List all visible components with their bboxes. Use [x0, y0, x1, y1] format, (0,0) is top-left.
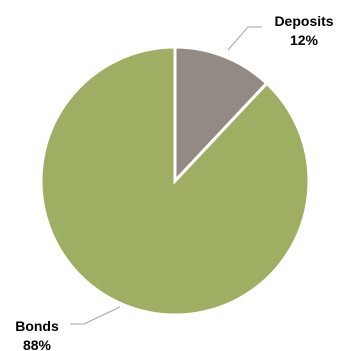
leader-line-bonds — [70, 306, 121, 325]
data-label-value-deposits: 12% — [290, 32, 319, 48]
data-label-value-bonds: 88% — [23, 337, 52, 351]
pie-slice-bonds — [39, 45, 311, 317]
data-label-name-deposits: Deposits — [274, 13, 333, 29]
pie-slices — [39, 45, 311, 317]
data-label-name-bonds: Bonds — [15, 318, 59, 334]
leader-line-deposits — [227, 26, 262, 51]
pie-slice-deposits — [173, 45, 269, 185]
pie-data-labels: Deposits 12% Bonds 88% — [15, 13, 334, 351]
